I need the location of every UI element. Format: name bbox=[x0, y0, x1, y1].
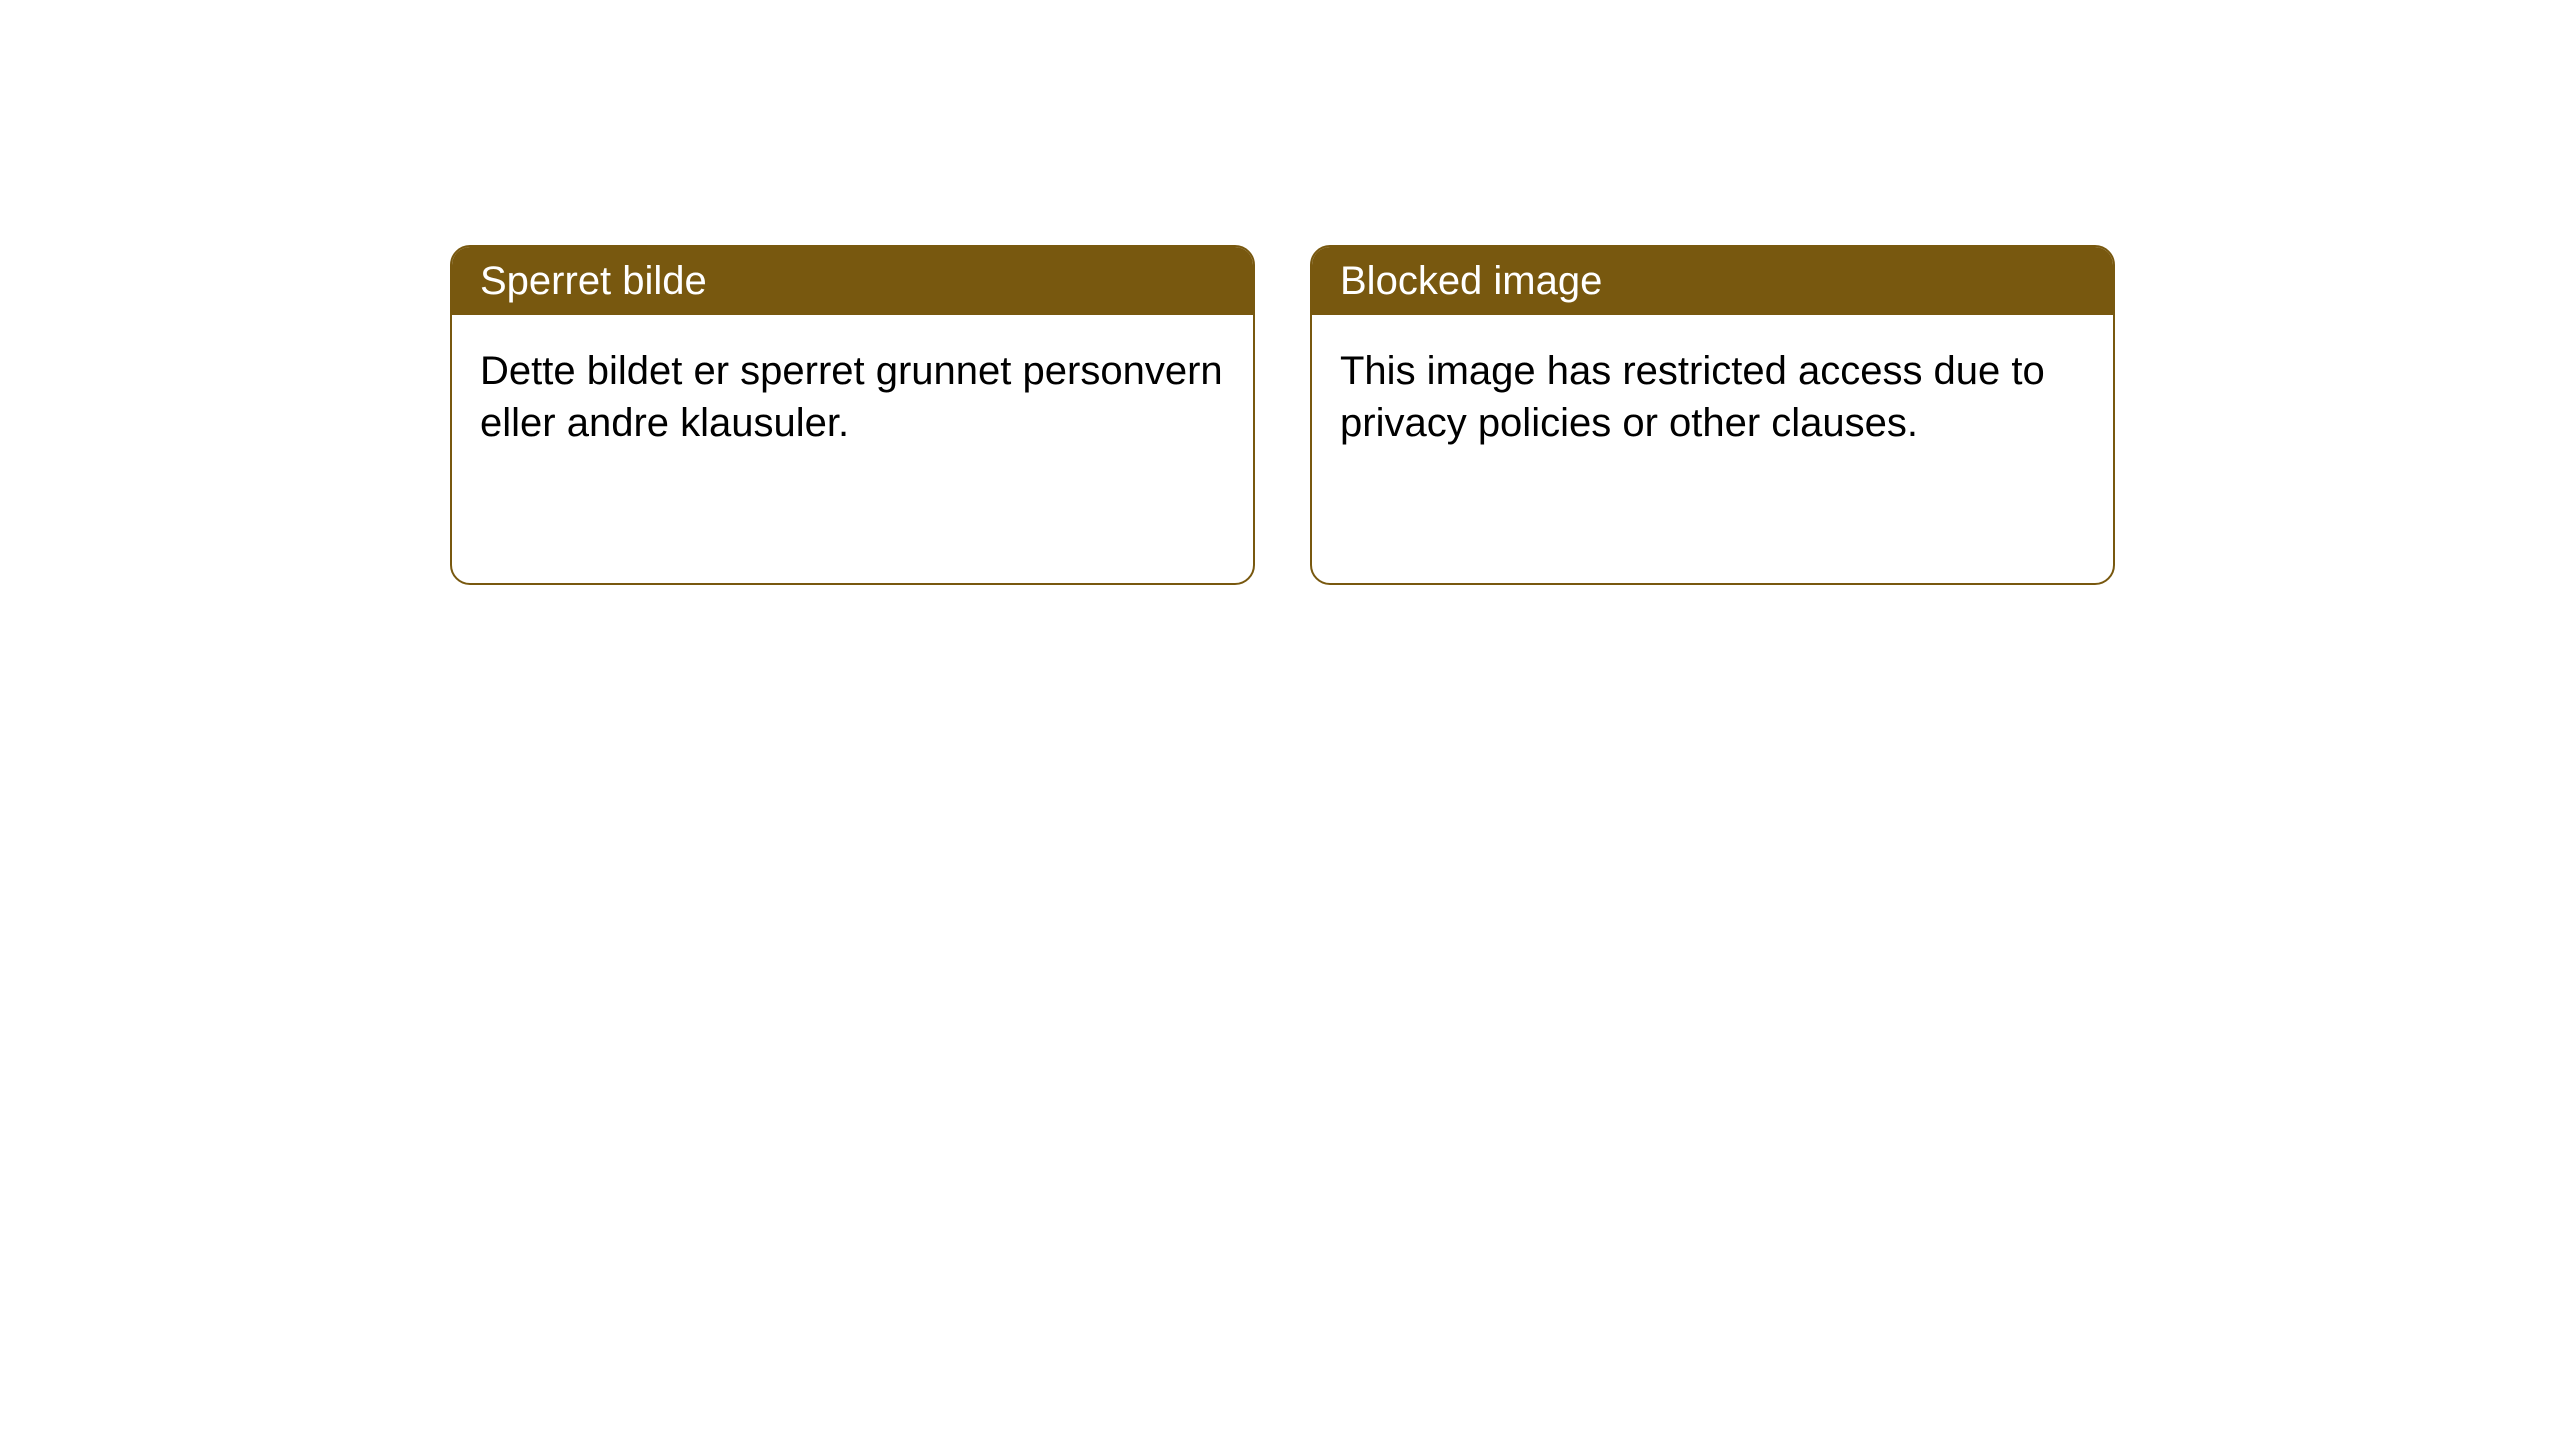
notice-card-title: Blocked image bbox=[1312, 247, 2113, 315]
notice-card-norwegian: Sperret bilde Dette bildet er sperret gr… bbox=[450, 245, 1255, 585]
notice-container: Sperret bilde Dette bildet er sperret gr… bbox=[0, 0, 2560, 585]
notice-card-body: Dette bildet er sperret grunnet personve… bbox=[452, 315, 1253, 479]
notice-card-english: Blocked image This image has restricted … bbox=[1310, 245, 2115, 585]
notice-card-body: This image has restricted access due to … bbox=[1312, 315, 2113, 479]
notice-card-title: Sperret bilde bbox=[452, 247, 1253, 315]
